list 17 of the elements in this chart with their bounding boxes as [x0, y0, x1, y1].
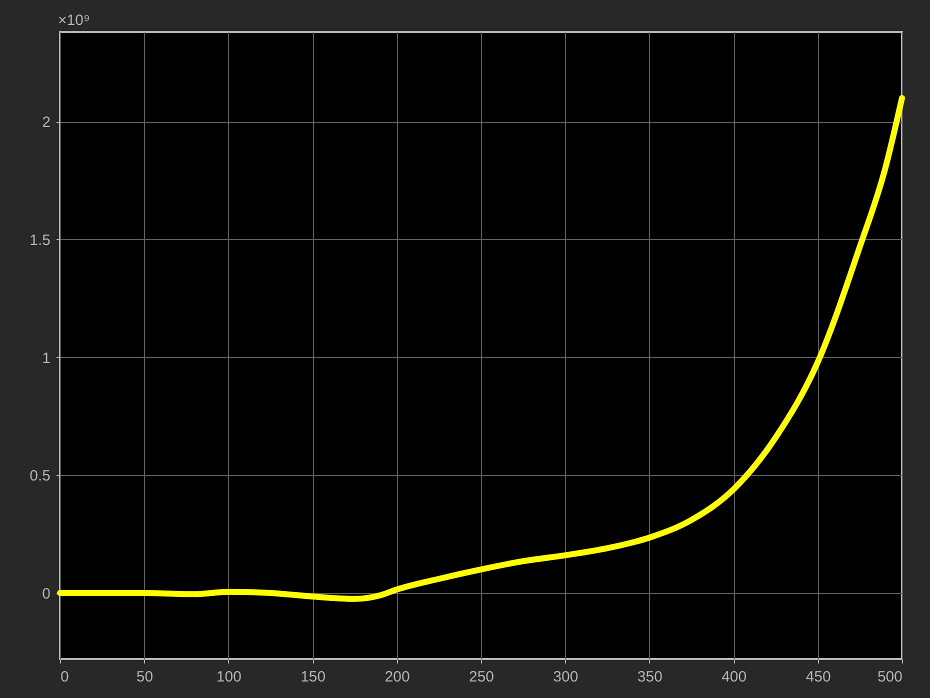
y-tick-label: 0.5 — [30, 468, 50, 485]
x-tick-label: 0 — [60, 668, 69, 686]
x-tick-label: 300 — [553, 668, 578, 686]
x-tick-label: 500 — [877, 668, 902, 686]
x-tick-label: 350 — [637, 668, 662, 686]
x-tick-label: 400 — [722, 668, 747, 686]
x-tick-label: 200 — [384, 668, 410, 686]
text: ×10⁹ — [58, 12, 90, 29]
x-tick-label: 450 — [806, 668, 831, 686]
y-tick-label: 0 — [42, 586, 50, 602]
y-tick-label: 1 — [42, 350, 50, 367]
x-tick-label: 150 — [300, 668, 326, 686]
x-tick-label: 50 — [136, 668, 154, 686]
x-tick-label: 100 — [216, 668, 242, 686]
x-tick-label: 250 — [468, 668, 494, 686]
y-tick-label: 2 — [42, 114, 50, 132]
y-tick-label: 1.5 — [30, 232, 50, 249]
